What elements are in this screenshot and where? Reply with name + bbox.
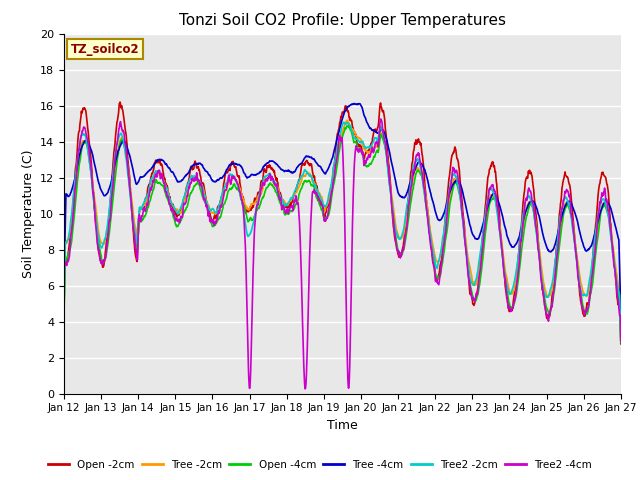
Legend: Open -2cm, Tree -2cm, Open -4cm, Tree -4cm, Tree2 -2cm, Tree2 -4cm: Open -2cm, Tree -2cm, Open -4cm, Tree -4… — [44, 456, 596, 474]
Title: Tonzi Soil CO2 Profile: Upper Temperatures: Tonzi Soil CO2 Profile: Upper Temperatur… — [179, 13, 506, 28]
Y-axis label: Soil Temperature (C): Soil Temperature (C) — [22, 149, 35, 278]
Text: TZ_soilco2: TZ_soilco2 — [70, 43, 140, 56]
X-axis label: Time: Time — [327, 419, 358, 432]
